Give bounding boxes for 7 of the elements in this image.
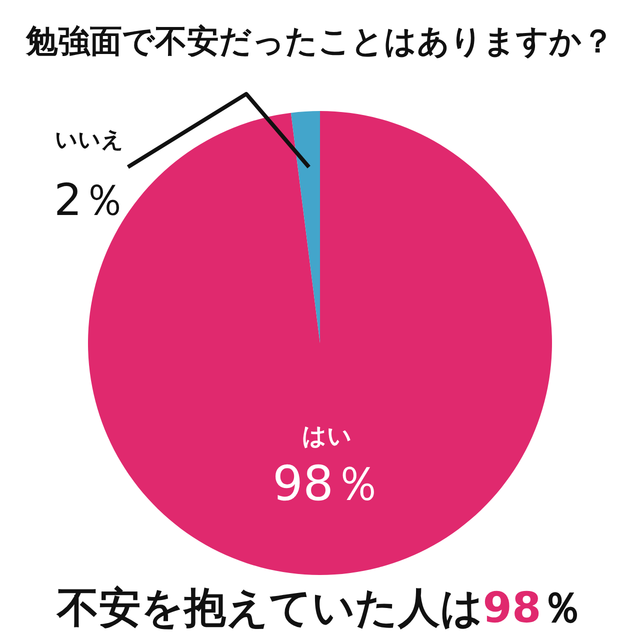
text: 不安を抱えていた人は98％ bbox=[56, 583, 584, 632]
chart-title: 勉強面で不安だったことはありますか？ bbox=[25, 22, 614, 60]
slice-label: いいえ bbox=[54, 128, 124, 154]
data-label: 98％ bbox=[272, 456, 382, 512]
data-label: 2％ bbox=[54, 175, 126, 226]
pie-slice bbox=[290, 111, 320, 343]
slice-label: はい bbox=[302, 422, 352, 450]
